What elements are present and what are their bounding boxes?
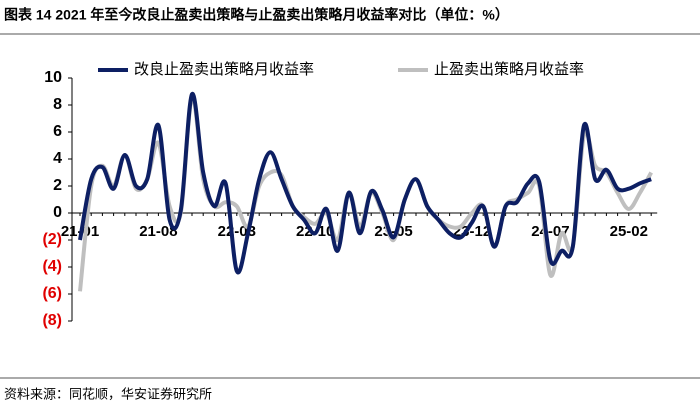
y-tick-label: (2)	[42, 231, 62, 248]
legend-label: 改良止盈卖出策略月收益率	[134, 61, 314, 78]
y-tick-label: (6)	[42, 285, 62, 302]
y-tick-label: 6	[53, 123, 62, 140]
y-tick-label: 2	[53, 177, 62, 194]
y-tick-label: (8)	[42, 312, 62, 329]
x-tick-label: 25-02	[610, 223, 648, 240]
y-tick-label: (4)	[42, 258, 62, 275]
y-tick-label: 4	[53, 150, 62, 167]
y-tick-label: 0	[53, 204, 62, 221]
y-tick-label: 8	[53, 96, 62, 113]
legend-label: 止盈卖出策略月收益率	[434, 61, 584, 78]
y-tick-label: 10	[44, 69, 62, 86]
chart-title: 图表 14 2021 年至今改良止盈卖出策略与止盈卖出策略月收益率对比（单位：%…	[4, 7, 509, 23]
x-tick-label: 23-05	[374, 223, 412, 240]
source: 资料来源：同花顺，华安证券研究所	[4, 386, 212, 401]
series-line	[78, 92, 652, 275]
x-tick-label: 21-08	[139, 223, 177, 240]
